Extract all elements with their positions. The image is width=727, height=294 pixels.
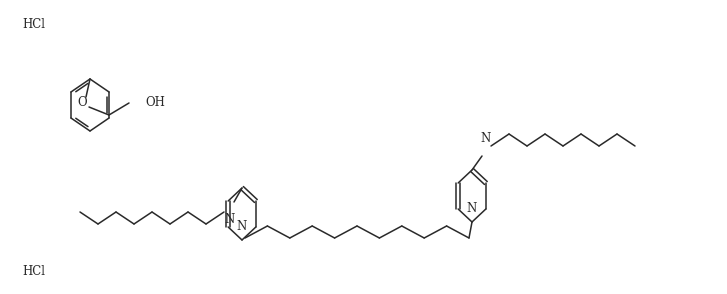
Text: N: N <box>467 202 477 215</box>
Text: N: N <box>225 213 235 226</box>
Text: OH: OH <box>145 96 165 109</box>
Text: N: N <box>481 132 491 145</box>
Text: HCl: HCl <box>22 265 45 278</box>
Text: O: O <box>77 96 87 109</box>
Text: N: N <box>237 220 247 233</box>
Text: HCl: HCl <box>22 18 45 31</box>
